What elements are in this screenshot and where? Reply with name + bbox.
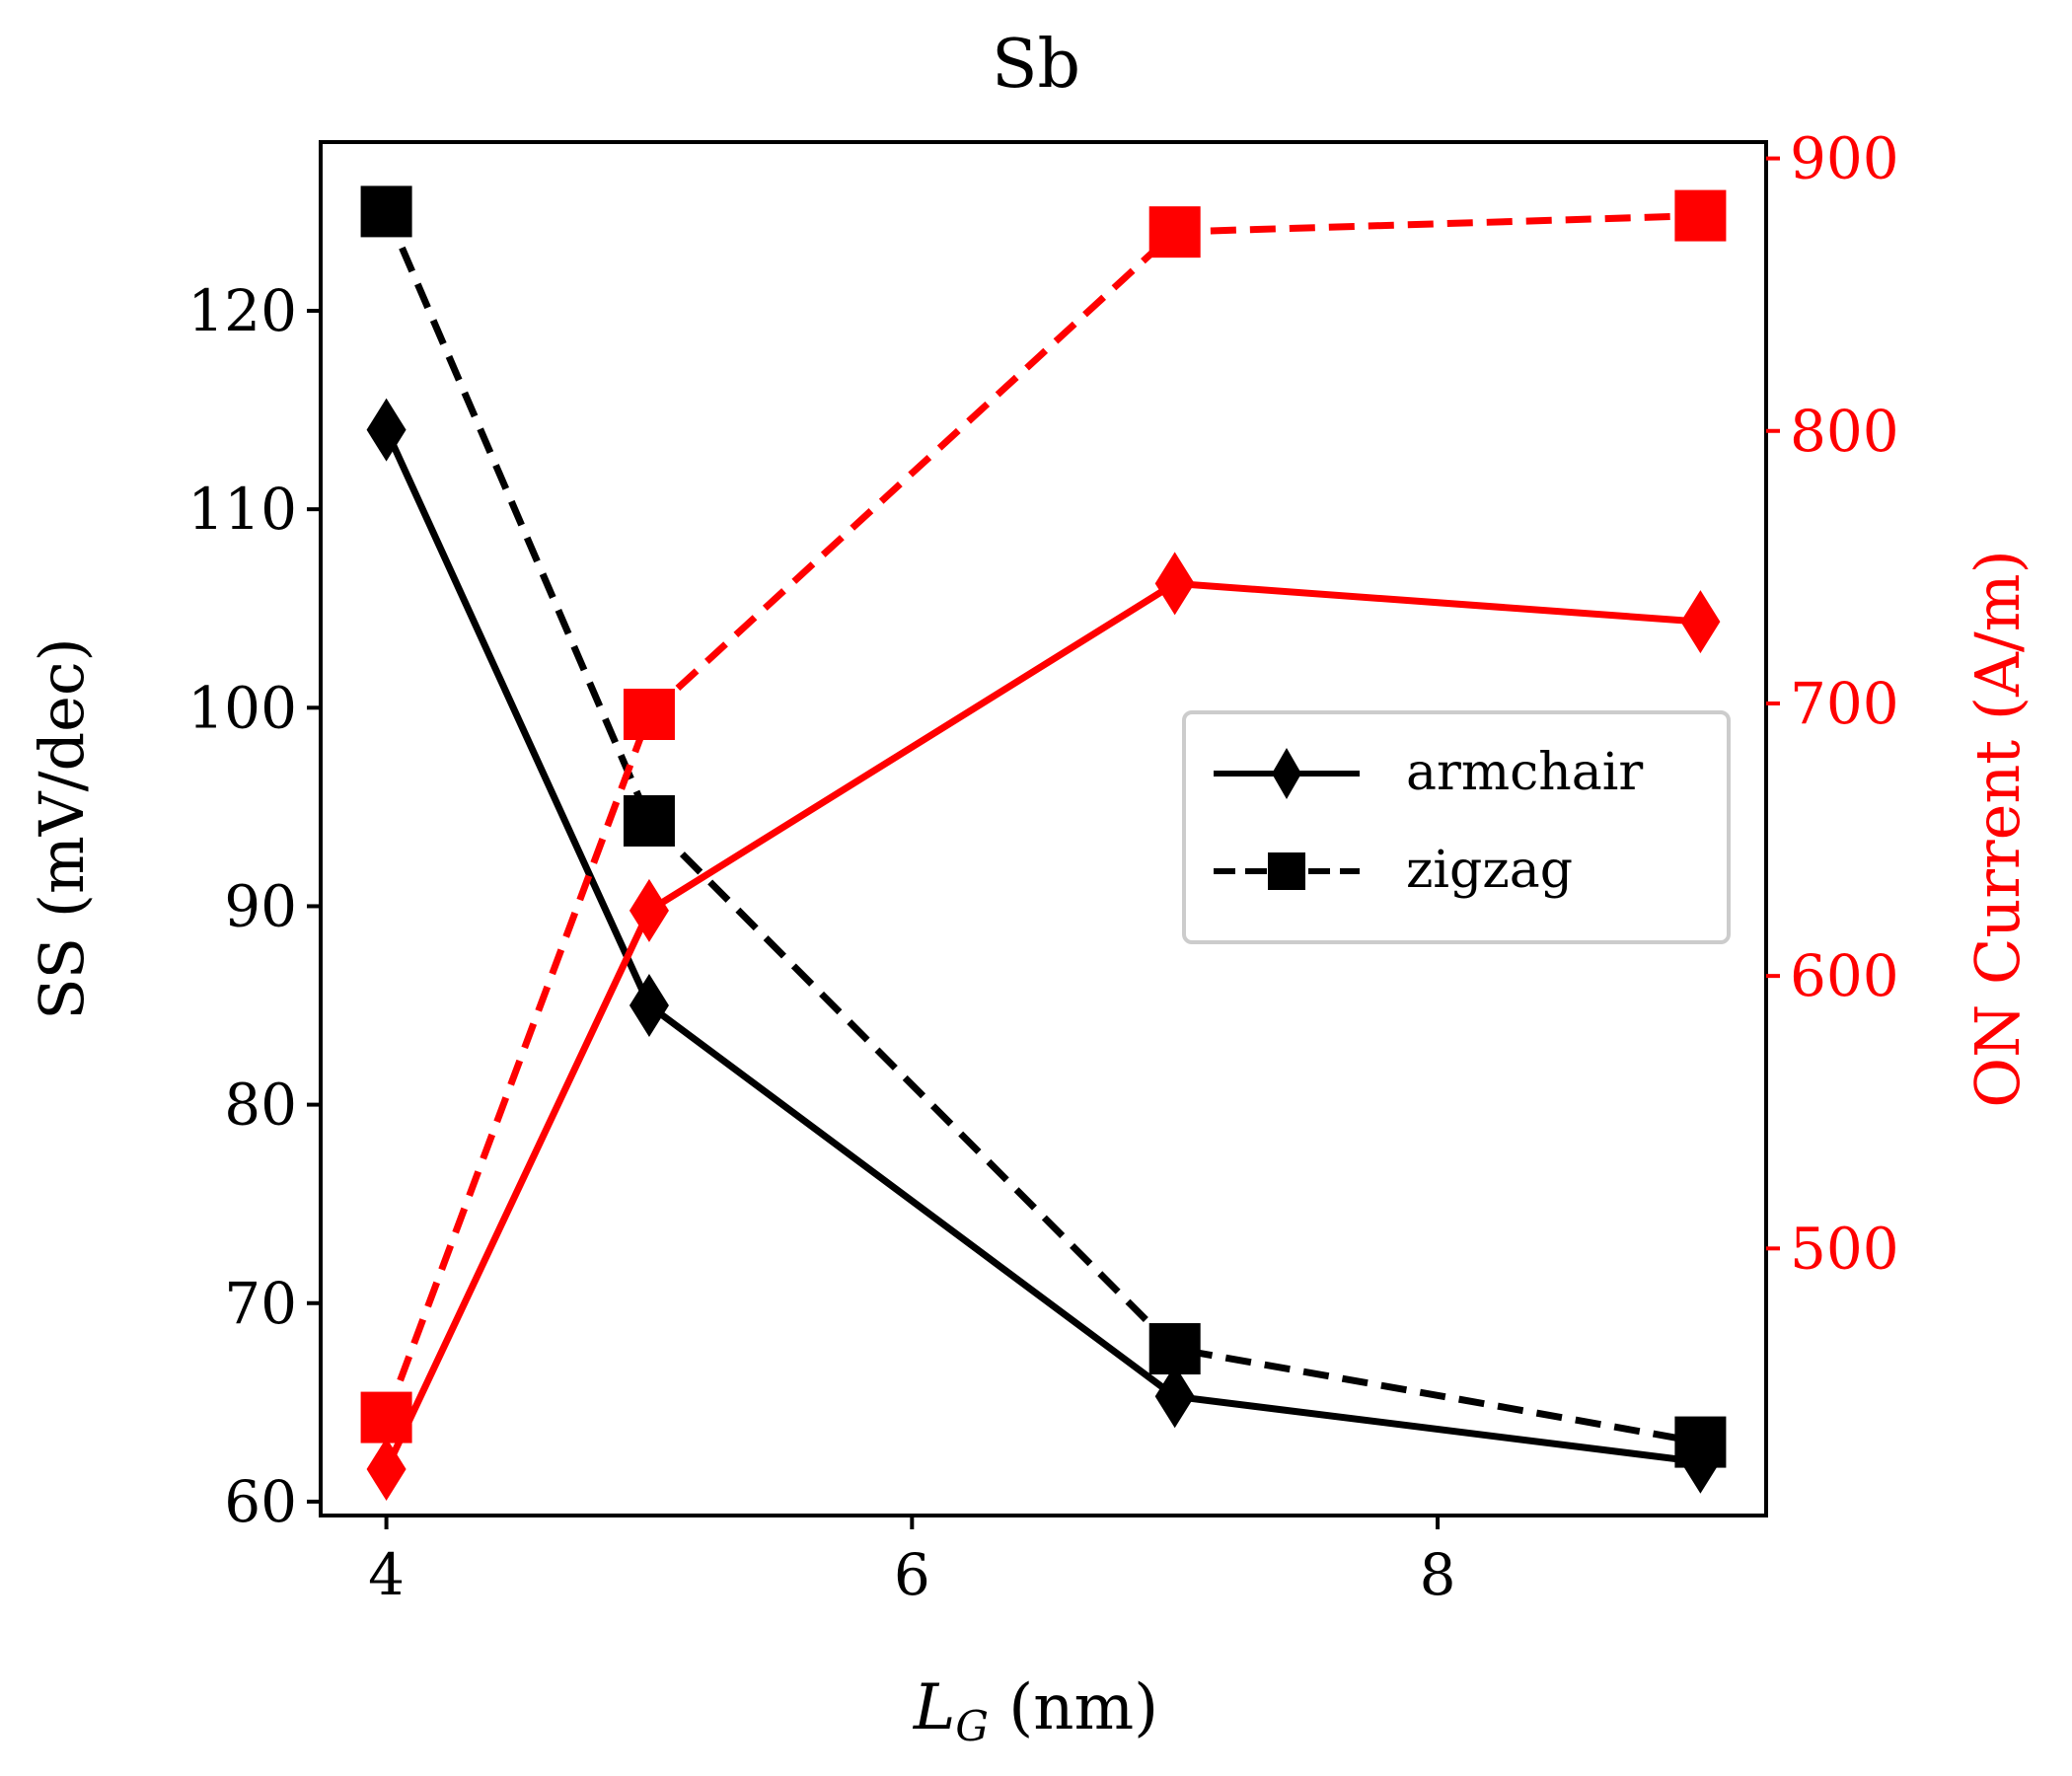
legend-armchair-label: armchair [1406,743,1643,802]
data-point-armchair [629,974,669,1038]
data-point-zigzag [1674,1416,1727,1468]
chart-title: Sb [992,26,1080,104]
data-point-armchair [366,398,407,462]
x-axis-label-subscript: G [955,1702,989,1750]
data-point-armchair-on-current [366,1438,407,1502]
x-tick-label: 6 [894,1541,930,1608]
legend-box [1182,710,1731,944]
x-axis-label-unit: (nm) [989,1671,1158,1744]
series-line-armchair-on-current [383,579,1701,1471]
y-right-tick-label: 900 [1790,125,1899,192]
data-point-zigzag-on-current [1674,189,1727,242]
series-line-zigzag-on-current [383,212,1701,1419]
y-right-tick-label: 500 [1790,1215,1899,1282]
legend-zigzag-square-marker [1268,852,1305,890]
y-left-tick-label: 100 [187,674,297,741]
data-point-armchair [1154,1365,1195,1429]
data-point-armchair-on-current [629,878,669,942]
y-left-tick-label: 60 [224,1468,297,1535]
y-left-tick-label: 110 [187,476,297,543]
data-point-armchair-on-current [1154,552,1195,616]
data-point-armchair-on-current [1680,590,1721,654]
data-point-zigzag-on-current [1148,206,1201,259]
series-line-zigzag [383,210,1702,1446]
series-line-armchair [383,428,1701,1466]
y-axis-right-label: ON Current (A/m) [1961,550,2034,1108]
data-point-zigzag [1148,1323,1201,1375]
x-tick-label: 4 [368,1541,405,1608]
y-right-tick-label: 600 [1790,942,1899,1009]
y-right-tick-label: 800 [1790,398,1899,465]
legend: armchair zigzag [1182,710,1731,944]
legend-armchair-diamond-marker [1272,748,1301,799]
x-axis-label: LG (nm) [913,1671,1158,1750]
x-tick-label: 8 [1420,1541,1456,1608]
data-point-zigzag-on-current [360,1391,412,1443]
y-right-tick-label: 700 [1790,670,1899,737]
y-left-tick-label: 80 [224,1072,297,1139]
y-left-tick-label: 90 [224,872,297,939]
y-left-tick-label: 70 [224,1270,297,1337]
y-axis-left-label: SS (mV/dec) [26,637,98,1020]
data-point-zigzag [360,185,412,238]
data-point-zigzag [623,794,675,847]
y-left-tick-label: 120 [187,277,297,344]
legend-zigzag-label: zigzag [1406,841,1573,900]
x-axis-label-symbol: L [913,1671,956,1744]
plot-frame [319,140,1768,1517]
data-point-zigzag-on-current [623,689,675,740]
